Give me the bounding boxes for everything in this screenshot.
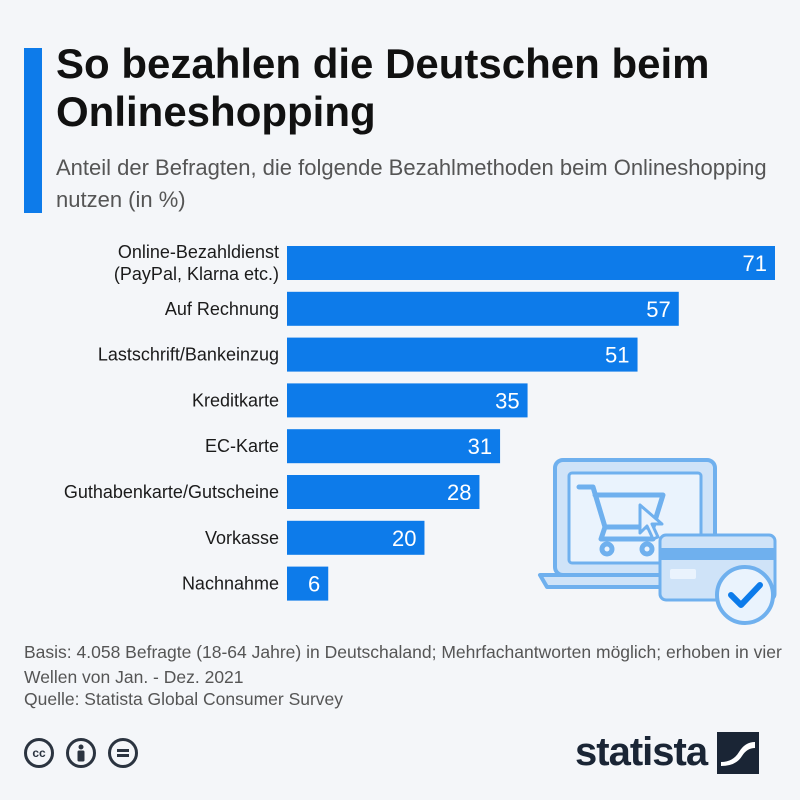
bar-5 bbox=[287, 475, 480, 509]
shopping-cart-icon bbox=[576, 484, 666, 557]
category-label: Kreditkarte bbox=[192, 390, 279, 410]
statista-logo-icon bbox=[717, 731, 760, 774]
bar-value-label: 71 bbox=[743, 251, 767, 276]
category-label: Nachnahme bbox=[182, 574, 279, 594]
category-label: Guthabenkarte/Gutscheine bbox=[64, 482, 279, 502]
check-icon bbox=[715, 565, 775, 625]
bar-6 bbox=[287, 520, 425, 555]
bar-value-label: 6 bbox=[308, 572, 320, 597]
category-label: Vorkasse bbox=[205, 528, 279, 548]
attribution-icon[interactable] bbox=[66, 738, 96, 768]
chart-subtitle: Anteil der Befragten, die folgende Bezah… bbox=[56, 155, 767, 212]
chart-title: So bezahlen die Deutschen beim Onlinesho… bbox=[56, 40, 710, 135]
bar-chart: 71 Online-Bezahldienst(PayPal, Klarna etc… bbox=[64, 242, 775, 601]
cursor-icon bbox=[638, 503, 664, 541]
cc-icon[interactable]: cc bbox=[24, 738, 54, 768]
license-icons: cc bbox=[24, 738, 138, 768]
category-label: EC-Karte bbox=[205, 436, 279, 456]
brand-name: statista bbox=[575, 730, 708, 774]
category-label: Online-Bezahldienst bbox=[118, 242, 279, 262]
bar-value-label: 57 bbox=[646, 297, 670, 322]
bar-4 bbox=[287, 429, 501, 464]
category-label: (PayPal, Klarna etc.) bbox=[114, 264, 279, 284]
bar-value-label: 20 bbox=[392, 526, 416, 551]
online-shopping-illustration bbox=[538, 458, 777, 625]
title-accent-bar bbox=[24, 48, 42, 213]
bar-2 bbox=[287, 337, 638, 372]
bar-1 bbox=[287, 291, 679, 326]
bar-0 bbox=[287, 246, 775, 280]
bar-value-label: 28 bbox=[447, 480, 471, 505]
bar-7 bbox=[287, 566, 329, 601]
category-label: Lastschrift/Bankeinzug bbox=[98, 345, 279, 365]
statista-logo[interactable]: statista bbox=[575, 730, 760, 775]
bar-value-label: 51 bbox=[605, 343, 629, 368]
bar-3 bbox=[287, 383, 528, 418]
source-note: Quelle: Statista Global Consumer Survey bbox=[24, 689, 344, 709]
no-derivatives-icon[interactable] bbox=[108, 738, 138, 768]
footer-note: Basis: 4.058 Befragte (18-64 Jahre) in D… bbox=[24, 642, 782, 687]
bar-value-label: 31 bbox=[468, 434, 492, 459]
bar-value-label: 35 bbox=[495, 388, 519, 413]
category-label: Auf Rechnung bbox=[165, 299, 279, 319]
